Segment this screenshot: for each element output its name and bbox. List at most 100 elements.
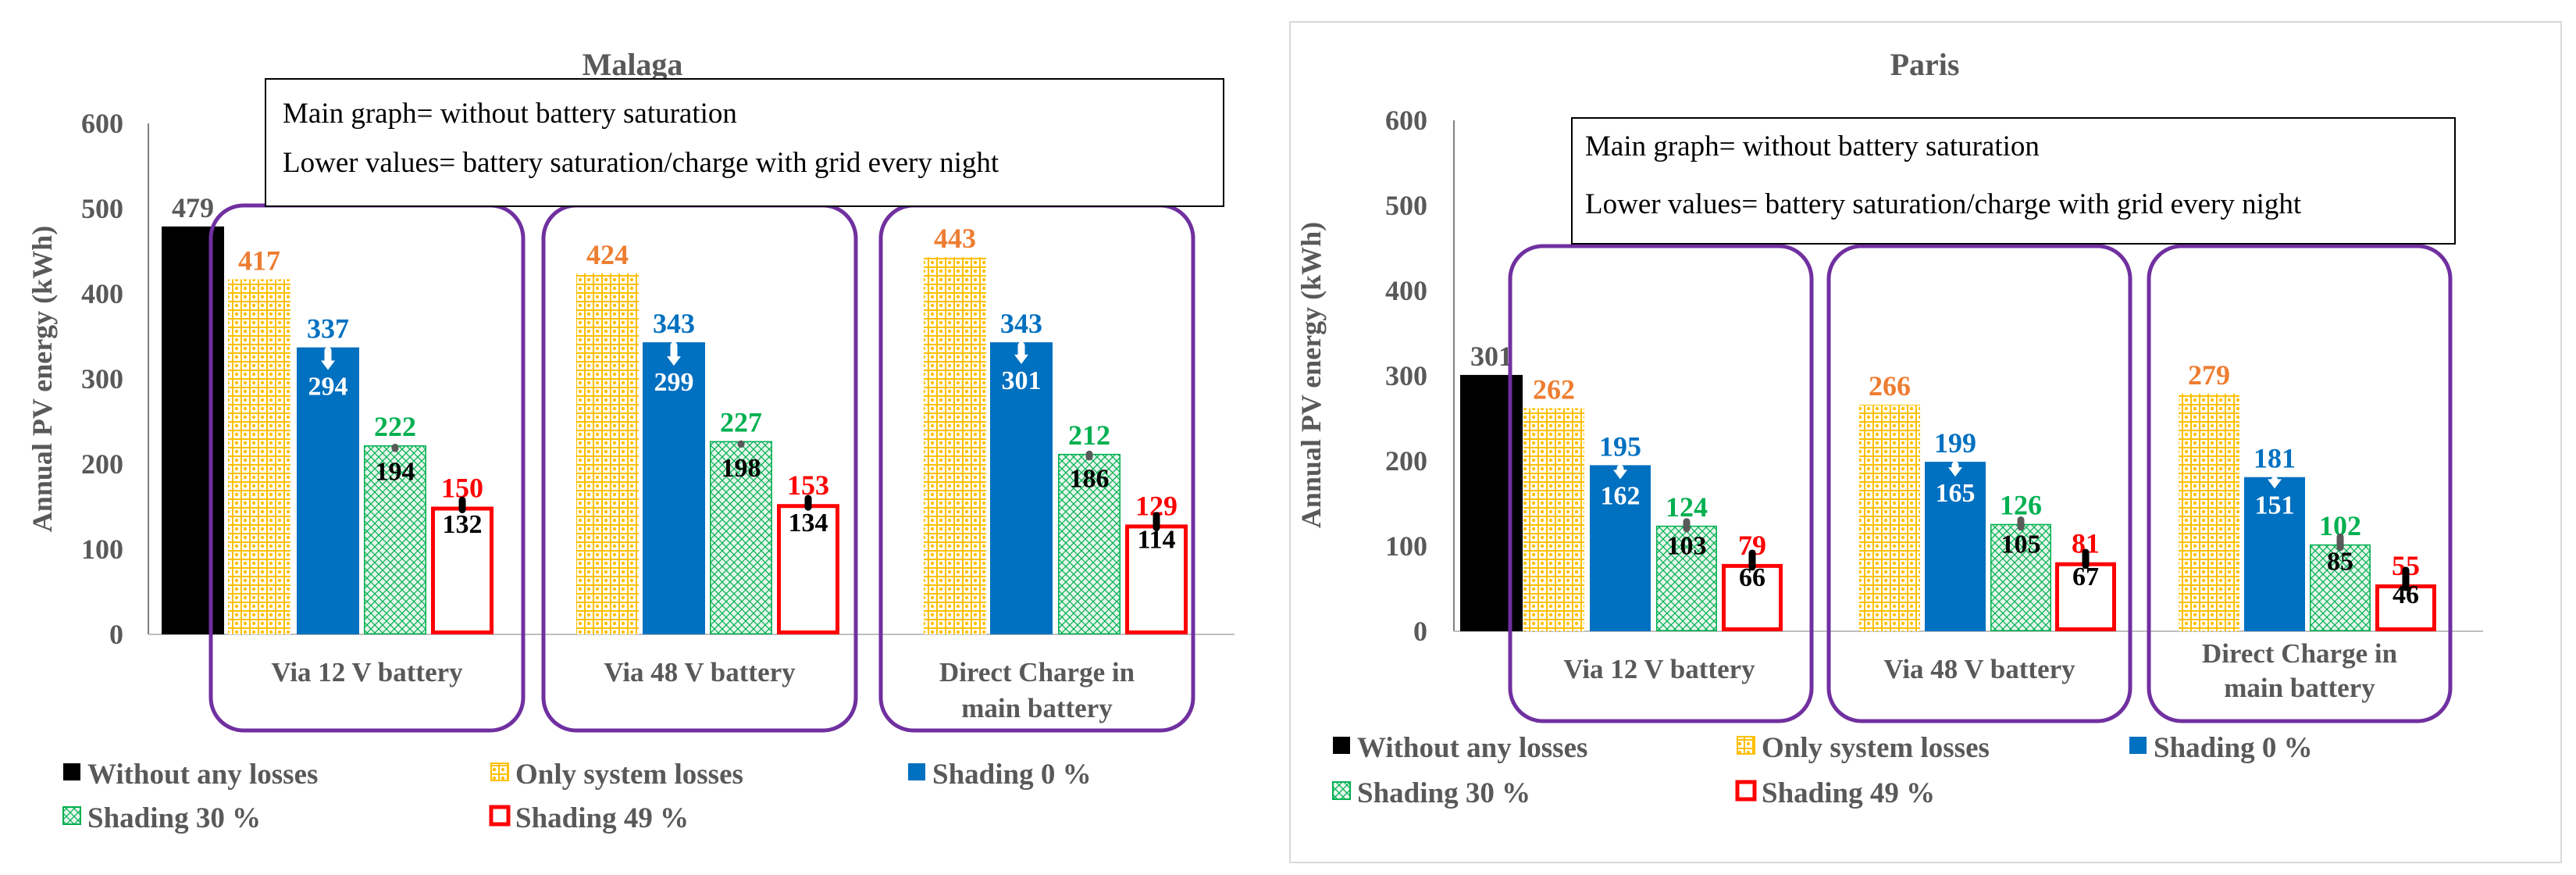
malaga-y-tick-label: 400 (81, 278, 123, 309)
paris-legend-label-sys: Only system losses (1762, 732, 1990, 764)
paris-group-outline (1826, 244, 2132, 723)
malaga-group-label: Via 48 V battery (604, 657, 796, 688)
paris-y-tick-label: 200 (1385, 445, 1427, 477)
paris-legend-label-s0: Shading 0 % (2154, 732, 2313, 764)
paris-y-tick-label: 500 (1385, 190, 1427, 221)
paris-legend-swatch-none (1333, 737, 1350, 754)
malaga-y-tick-label: 300 (81, 363, 123, 395)
paris-y-tick-label: 100 (1385, 530, 1427, 562)
malaga-bar-s49 (777, 504, 839, 634)
paris-bar-s0-label: 199 (1934, 427, 1976, 459)
malaga-bar-s49-lower-label: 134 (789, 509, 828, 538)
paris-bar-without-losses (1460, 374, 1523, 631)
malaga-legend-swatch-s49 (489, 805, 511, 827)
malaga-y-tick-label: 0 (109, 619, 123, 650)
malaga-legend-label-sys: Only system losses (515, 759, 743, 791)
paris-bar-s30-lower-label: 85 (2327, 547, 2353, 576)
malaga-bar-without-losses-label: 479 (172, 192, 214, 223)
malaga-note-line-2: Lower values= battery saturation/charge … (283, 147, 999, 179)
malaga-bar-s0 (643, 342, 705, 634)
paris-group-label: Direct Charge in (2202, 638, 2397, 669)
malaga-bar-s30 (1058, 453, 1121, 634)
malaga-bar-s30-label: 227 (720, 407, 762, 438)
malaga-bar-s0-saturation-arrow (1014, 354, 1028, 364)
paris-legend-swatch-s49 (1735, 780, 1757, 802)
paris-group-label: Via 12 V battery (1563, 654, 1755, 684)
malaga-legend-label-s30: Shading 30 % (87, 802, 261, 834)
malaga-bar-s30-lower-label: 198 (721, 454, 761, 483)
malaga-bar-s30-label: 212 (1068, 420, 1110, 451)
paris-bar-s0-saturation-arrow (2268, 479, 2282, 489)
malaga-bar-s0-label: 337 (307, 313, 349, 345)
paris-bar-s0-saturation-arrow (1948, 467, 1962, 477)
malaga-y-tick-label: 100 (81, 534, 123, 565)
malaga-legend-swatch-sys (490, 762, 509, 781)
paris-bar-s0 (2244, 477, 2305, 631)
paris-bar-sys (1859, 405, 1920, 631)
malaga-bar-sys-label: 417 (238, 245, 280, 276)
malaga-y-tick-label: 600 (81, 108, 123, 139)
paris-legend-swatch-sys (1737, 736, 1755, 755)
paris-chart-frame (1289, 21, 2562, 863)
malaga-group-label: Direct Charge in (939, 657, 1135, 688)
paris-chart: Paris Annual PV energy (kWh) 0 100 200 300 400… (1295, 47, 2483, 809)
paris-group-label: Via 48 V battery (1883, 654, 2075, 684)
malaga-bar-sys-label: 424 (586, 239, 629, 270)
malaga-bar-sys-label: 443 (934, 223, 976, 254)
paris-legend-label-s30: Shading 30 % (1357, 777, 1530, 809)
paris-bar-s0-lower-label: 151 (2255, 491, 2295, 520)
paris-bar-s0 (1925, 462, 1986, 631)
paris-note-box (1571, 117, 2456, 245)
paris-legend-label-s49: Shading 49 % (1762, 777, 1935, 809)
paris-bar-s0-lower-label: 162 (1601, 481, 1641, 510)
paris-bar-s49 (2055, 562, 2116, 632)
paris-group-outline (1508, 244, 1814, 723)
paris-legend-swatch-s30 (1332, 781, 1351, 800)
malaga-bar-s0-lower-label: 299 (654, 368, 694, 397)
malaga-bar-s0 (990, 342, 1053, 634)
malaga-note-box (265, 78, 1224, 207)
malaga-bar-s0 (297, 347, 359, 634)
malaga-bar-s30 (364, 445, 426, 635)
paris-bar-s30-lower-label: 105 (2001, 530, 2041, 559)
paris-legend-label-none: Without any losses (1357, 732, 1587, 764)
paris-bar-without-losses-label: 301 (1470, 341, 1512, 372)
malaga-y-tick-label: 500 (81, 193, 123, 224)
malaga-note-line-1: Main graph= without battery saturation (283, 98, 737, 130)
malaga-bar-sys (228, 279, 290, 634)
paris-bar-s30 (1656, 525, 1717, 632)
malaga-bar-s0-lower-label: 301 (1002, 366, 1042, 395)
malaga-legend-swatch-s30 (62, 806, 81, 825)
paris-bar-s30 (2310, 544, 2371, 632)
paris-group-label: main battery (2224, 673, 2375, 703)
malaga-bar-s30 (710, 441, 772, 634)
paris-bar-sys (1523, 408, 1584, 631)
malaga-title: Malaga (583, 47, 683, 82)
malaga-legend-label-none: Without any losses (87, 759, 318, 791)
paris-y-tick-label: 0 (1413, 616, 1427, 647)
paris-note-line-2: Lower values= battery saturation/charge … (1585, 188, 2302, 220)
malaga-bar-sys (924, 257, 986, 634)
malaga-bar-s0-saturation-arrow (321, 360, 335, 370)
paris-y-axis-label: Annual PV energy (kWh) (1295, 222, 1327, 528)
paris-group-outline (2147, 244, 2453, 723)
malaga-legend-label-s0: Shading 0 % (932, 759, 1092, 791)
malaga-bar-s0-label: 343 (1000, 308, 1042, 339)
malaga-chart: Malaga Annual PV energy (kWh) 0 100 200 300 40… (27, 47, 1235, 834)
paris-title: Paris (1890, 47, 1960, 82)
malaga-group-label: Via 12 V battery (271, 657, 463, 688)
paris-y-tick-label: 400 (1385, 275, 1427, 306)
malaga-bar-sys (576, 273, 639, 634)
paris-bar-s49-lower-label: 67 (2072, 562, 2099, 591)
paris-legend-swatch-s0 (2129, 737, 2147, 754)
paris-bar-s0-lower-label: 165 (1936, 479, 1976, 508)
paris-bar-s49-lower-label: 46 (2393, 580, 2419, 609)
paris-bar-s30-label: 126 (2000, 490, 2042, 521)
paris-note-line-1: Main graph= without battery saturation (1585, 130, 2040, 162)
paris-bar-sys (2179, 393, 2239, 631)
paris-bar-s49-lower-label: 66 (1739, 563, 1765, 592)
malaga-bar-s30-label: 222 (374, 411, 416, 442)
malaga-y-axis-label: Annual PV energy (kWh) (27, 226, 58, 532)
malaga-bar-s49-lower-label: 114 (1137, 526, 1175, 555)
